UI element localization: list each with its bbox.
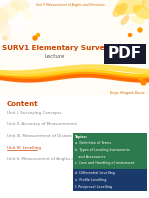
Ellipse shape <box>133 5 149 19</box>
Ellipse shape <box>131 16 145 24</box>
Circle shape <box>138 28 142 32</box>
Text: Topics:: Topics: <box>75 135 88 139</box>
Text: Engr. Ningela Dauis: Engr. Ningela Dauis <box>110 91 145 95</box>
Ellipse shape <box>142 0 149 11</box>
Ellipse shape <box>112 3 128 17</box>
Text: Unit III. Measurement of Distances: Unit III. Measurement of Distances <box>7 134 77 138</box>
Circle shape <box>37 33 39 36</box>
Text: e. Profile Levelling: e. Profile Levelling <box>75 178 106 182</box>
Text: and Accessories: and Accessories <box>75 154 105 159</box>
Ellipse shape <box>10 0 30 11</box>
Text: SURV1 Elementary Surveying: SURV1 Elementary Surveying <box>2 45 122 51</box>
Circle shape <box>3 36 7 40</box>
Ellipse shape <box>121 15 129 25</box>
FancyBboxPatch shape <box>104 44 146 64</box>
Text: a. Definition of Terms: a. Definition of Terms <box>75 142 111 146</box>
Ellipse shape <box>0 2 21 22</box>
Text: f. Reciprocal Levelling: f. Reciprocal Levelling <box>75 185 112 189</box>
Text: d. Differential Levelling: d. Differential Levelling <box>75 171 115 175</box>
Ellipse shape <box>0 8 8 32</box>
Circle shape <box>33 36 37 40</box>
Text: Unit IV. Levelling: Unit IV. Levelling <box>7 146 41 149</box>
Text: b. Types of Leveling Instruments: b. Types of Leveling Instruments <box>75 148 130 152</box>
Text: Content: Content <box>7 101 39 107</box>
Text: Unit II. Accuracy of Measurements: Unit II. Accuracy of Measurements <box>7 123 77 127</box>
Ellipse shape <box>0 20 11 40</box>
Circle shape <box>128 33 132 36</box>
Polygon shape <box>0 0 65 45</box>
Ellipse shape <box>22 10 34 20</box>
Bar <box>73 133 147 169</box>
Text: Unit I. Surveying Concepts: Unit I. Surveying Concepts <box>7 111 62 115</box>
Text: c. Care and Handling of instrument: c. Care and Handling of instrument <box>75 161 134 165</box>
Bar <box>0 0 149 95</box>
Text: Unit V Measurement of Angles and Directions: Unit V Measurement of Angles and Directi… <box>36 3 105 7</box>
Bar <box>0 95 149 198</box>
Ellipse shape <box>115 0 145 15</box>
Text: Unit V. Measurement of Angles and: Unit V. Measurement of Angles and <box>7 157 79 161</box>
Bar <box>73 169 147 191</box>
Text: Lecture: Lecture <box>45 53 65 58</box>
Text: PDF: PDF <box>108 47 142 62</box>
